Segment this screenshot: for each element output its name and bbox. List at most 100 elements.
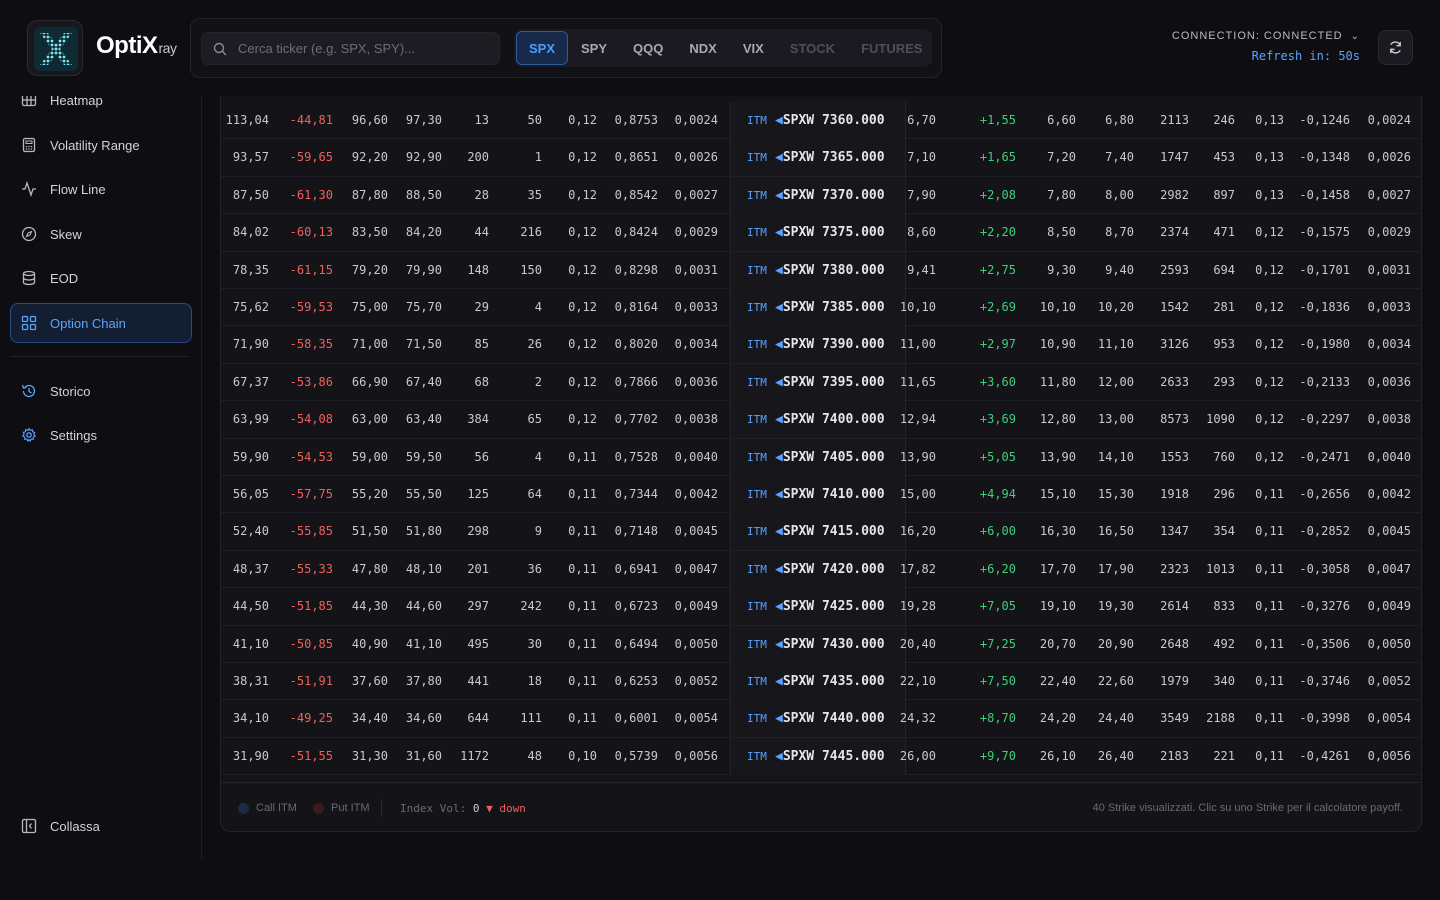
strike-cell[interactable]: ITM ◀SPXW 7375.000 <box>730 214 906 252</box>
sidebar-item-volatility-range[interactable]: Volatility Range <box>10 125 192 165</box>
table-cell: 30 <box>527 636 542 651</box>
sidebar-item-eod[interactable]: EOD <box>10 258 192 298</box>
table-cell: +1,65 <box>979 150 1016 165</box>
table-cell: 0,0027 <box>1367 187 1411 202</box>
table-cell: 15,30 <box>1097 487 1134 501</box>
collapse-button[interactable]: Collassa <box>10 806 192 846</box>
sidebar-item-flow-line[interactable]: Flow Line <box>10 169 192 209</box>
strike-cell[interactable]: ITM ◀SPXW 7360.000 <box>730 102 906 139</box>
sidebar-item-label: Settings <box>50 427 97 443</box>
table-cell: -58,35 <box>289 337 333 352</box>
tab-stock[interactable]: STOCK <box>789 40 836 56</box>
strike-cell[interactable]: ITM ◀SPXW 7445.000 <box>730 737 906 775</box>
table-cell: 38,31 <box>232 674 269 688</box>
tab-vix[interactable]: VIX <box>742 40 764 56</box>
strike-label: ◀SPXW 7390.000 <box>775 326 885 363</box>
search-input[interactable] <box>238 33 493 64</box>
table-cell: 1090 <box>1206 412 1235 427</box>
table-cell: 0,12 <box>1255 412 1284 427</box>
strike-label: ◀SPXW 7385.000 <box>775 289 885 326</box>
strike-cell[interactable]: ITM ◀SPXW 7400.000 <box>730 401 906 439</box>
tab-qqq[interactable]: QQQ <box>633 40 664 56</box>
sidebar-item-label: Skew <box>50 226 82 242</box>
strike-cell[interactable]: ITM ◀SPXW 7415.000 <box>730 513 906 551</box>
table-cell: 0,10 <box>568 748 597 763</box>
strike-cell[interactable]: ITM ◀SPXW 7380.000 <box>730 251 906 289</box>
caret-left-icon: ◀ <box>775 748 783 764</box>
table-cell: 0,11 <box>568 599 597 614</box>
sidebar-item-heatmap[interactable]: Heatmap <box>10 80 192 120</box>
table-cell: 0,0038 <box>1367 412 1411 427</box>
strike-cell[interactable]: ITM ◀SPXW 7405.000 <box>730 438 906 476</box>
table-cell: 75,62 <box>232 300 269 314</box>
table-cell: 0,5739 <box>614 748 658 763</box>
sidebar-item-storico[interactable]: Storico <box>10 371 192 411</box>
top-bar: OptiXray SPX SPY QQQ NDX VIX STOCK FUTUR… <box>0 0 1440 96</box>
table-cell: -53,86 <box>289 374 333 389</box>
table-cell: 44,50 <box>232 599 269 614</box>
table-cell: +6,00 <box>979 524 1016 539</box>
table-cell: +2,08 <box>979 187 1016 202</box>
strike-cell[interactable]: ITM ◀SPXW 7425.000 <box>730 588 906 626</box>
itm-badge: ITM <box>747 525 767 539</box>
table-row: 63,99 -54,08 63,00 63,40 384 65 0,12 0,7702 0,00… <box>221 401 1421 439</box>
table-cell: 0,0034 <box>1367 337 1411 352</box>
table-cell: 0,12 <box>568 374 597 389</box>
strike-cell[interactable]: ITM ◀SPXW 7395.000 <box>730 363 906 401</box>
tab-spx[interactable]: SPX <box>516 31 569 65</box>
table-cell: 297 <box>467 599 489 614</box>
table-cell: 0,7148 <box>614 524 658 539</box>
table-cell: -0,2471 <box>1299 449 1350 464</box>
table-cell: 29 <box>474 300 489 314</box>
strike-cell[interactable]: ITM ◀SPXW 7390.000 <box>730 326 906 364</box>
strike-cell[interactable]: ITM ◀SPXW 7410.000 <box>730 476 906 513</box>
caret-left-icon: ◀ <box>775 412 783 428</box>
strike-label: ◀SPXW 7380.000 <box>775 252 885 289</box>
table-cell: 1747 <box>1160 150 1189 165</box>
table-cell: 644 <box>467 711 489 726</box>
strike-cell[interactable]: ITM ◀SPXW 7420.000 <box>730 550 906 588</box>
sidebar-item-skew[interactable]: Skew <box>10 214 192 254</box>
table-cell: 0,0024 <box>674 113 718 127</box>
table-cell: -44,81 <box>289 113 333 127</box>
refresh-button[interactable] <box>1378 30 1413 65</box>
strike-cell[interactable]: ITM ◀SPXW 7435.000 <box>730 663 906 700</box>
strike-cell[interactable]: ITM ◀SPXW 7370.000 <box>730 176 906 214</box>
table-cell: 26 <box>527 337 542 352</box>
table-cell: -0,2852 <box>1299 524 1350 539</box>
table-cell: 2 <box>534 374 542 389</box>
tab-ndx[interactable]: NDX <box>689 40 717 56</box>
strike-cell[interactable]: ITM ◀SPXW 7365.000 <box>730 139 906 177</box>
table-cell: 0,0027 <box>674 187 718 202</box>
connection-dropdown[interactable]: CONNECTION: CONNECTED ⌄ <box>1171 30 1360 42</box>
table-cell: 40,90 <box>351 636 388 651</box>
tab-spy[interactable]: SPY <box>581 40 608 56</box>
strike-root: SPXW <box>782 225 815 241</box>
table-footer: Call ITM Put ITM Index Vol: 0 ▼ down 40 … <box>221 782 1421 831</box>
table-cell: 28 <box>474 187 489 202</box>
ticker-tabs: SPX SPY QQQ NDX VIX STOCK FUTURES <box>514 29 932 67</box>
table-cell: 125 <box>467 487 489 501</box>
table-cell: 63,00 <box>351 412 388 427</box>
caret-left-icon: ◀ <box>775 487 783 502</box>
collapse-label: Collassa <box>50 818 100 834</box>
strike-root: SPXW <box>782 711 815 727</box>
sidebar-item-settings[interactable]: Settings <box>10 415 192 455</box>
table-cell: 16,20 <box>899 524 936 539</box>
sidebar-item-option-chain[interactable]: Option Chain <box>10 303 192 343</box>
strike-cell[interactable]: ITM ◀SPXW 7430.000 <box>730 625 906 663</box>
strike-label: ◀SPXW 7375.000 <box>775 214 885 251</box>
caret-left-icon: ◀ <box>775 636 783 652</box>
table-cell: -50,85 <box>289 636 333 651</box>
table-cell: 148 <box>467 262 489 277</box>
tab-futures[interactable]: FUTURES <box>861 40 923 56</box>
table-cell: -0,1575 <box>1299 225 1350 240</box>
table-cell: 281 <box>1213 300 1235 314</box>
table-cell: 59,90 <box>232 449 269 464</box>
strike-cell[interactable]: ITM ◀SPXW 7440.000 <box>730 700 906 738</box>
strike-label: ◀SPXW 7440.000 <box>775 700 885 737</box>
strike-cell[interactable]: ITM ◀SPXW 7385.000 <box>730 289 906 326</box>
table-cell: 0,0024 <box>1367 113 1411 127</box>
table-cell: 0,0049 <box>674 599 718 614</box>
table-cell: 15,00 <box>899 487 936 501</box>
